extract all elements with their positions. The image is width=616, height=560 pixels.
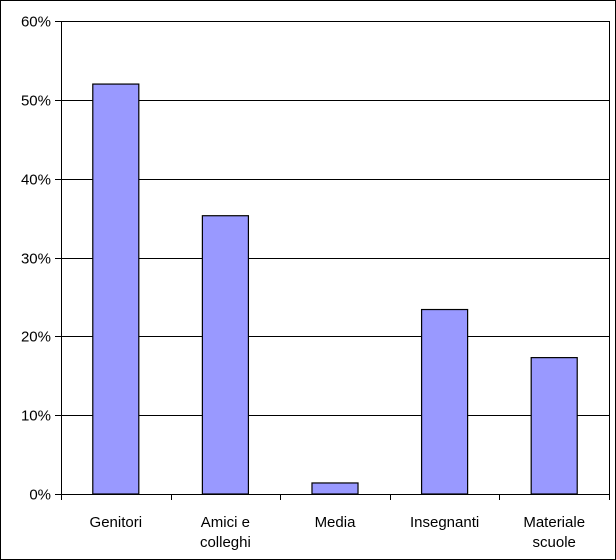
x-category-label: Media [315, 514, 357, 531]
y-tick-label: 20% [21, 329, 51, 346]
y-tick-labels: 0% 10% 20% 30% 40% 50% 60% [21, 14, 51, 504]
x-category-label: Genitori [90, 514, 143, 531]
y-tick-label: 0% [29, 487, 51, 504]
x-category-label: scuole [533, 534, 576, 551]
axes [55, 21, 610, 500]
x-category-labels: Genitori Amici e colleghi Media Insegnanti Ma… [90, 514, 586, 551]
y-tick-label: 30% [21, 251, 51, 268]
bar [530, 357, 578, 495]
bars [92, 83, 578, 495]
bar [92, 83, 140, 495]
y-tick-label: 10% [21, 408, 51, 425]
x-category-label: Insegnanti [410, 514, 479, 531]
x-category-label: colleghi [200, 534, 251, 551]
y-tick-label: 40% [21, 172, 51, 189]
bar [311, 482, 359, 495]
x-category-label: Amici e [201, 514, 250, 531]
x-category-label: Materiale [523, 514, 585, 531]
bar [201, 215, 250, 495]
bar [420, 308, 469, 495]
gridlines [61, 21, 609, 416]
y-tick-label: 60% [21, 14, 51, 31]
y-tick-label: 50% [21, 93, 51, 110]
